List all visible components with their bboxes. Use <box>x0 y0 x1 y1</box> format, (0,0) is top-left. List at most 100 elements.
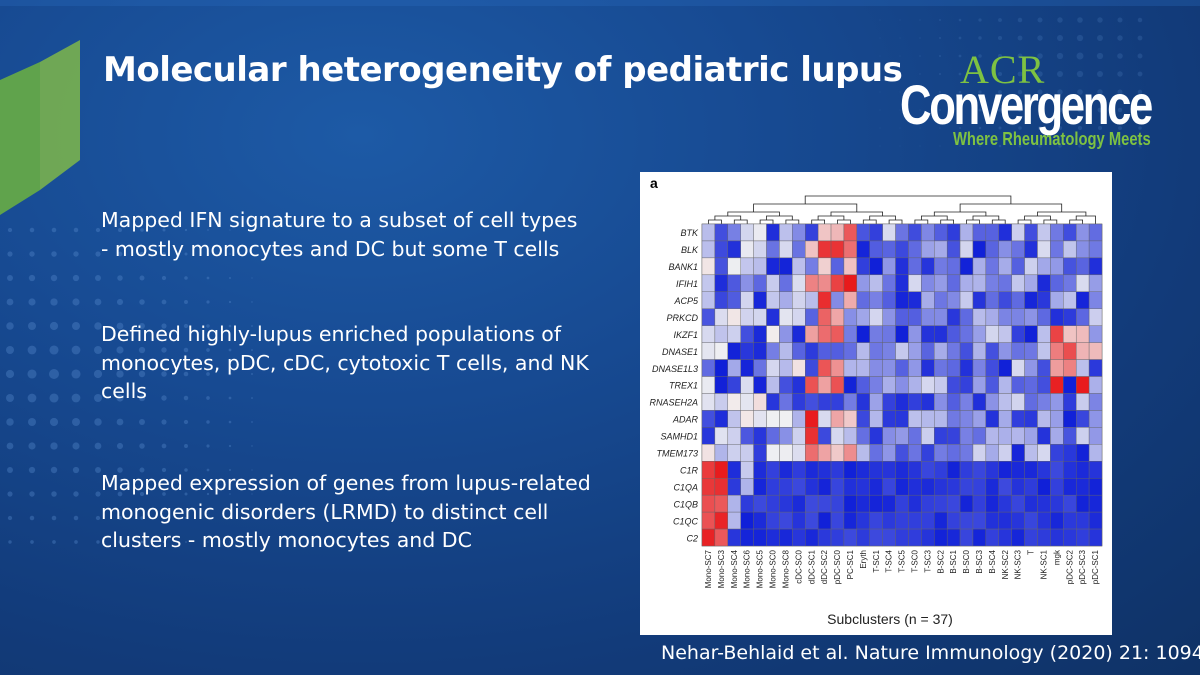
heatmap-cell <box>998 528 1012 547</box>
heatmap-cell <box>1011 461 1025 479</box>
subcluster-label: B-SC1 <box>949 549 958 573</box>
heatmap-cell <box>959 393 974 411</box>
heatmap-cell <box>856 528 870 547</box>
heatmap-cell <box>1037 478 1051 496</box>
heatmap-cell <box>817 494 832 513</box>
heatmap-cell <box>1088 274 1103 292</box>
subcluster-label: pDC-SC1 <box>1091 549 1100 584</box>
heatmap-cell <box>1011 376 1025 394</box>
heatmap-cell <box>972 274 987 292</box>
heatmap-cell <box>740 376 754 394</box>
heatmap-cell <box>882 444 896 462</box>
heatmap-cell <box>998 274 1012 292</box>
heatmap-cell <box>985 427 999 445</box>
heatmap-cell <box>1050 325 1064 343</box>
heatmap-cell <box>959 376 974 394</box>
heatmap-cell <box>882 223 896 242</box>
heatmap-cell <box>959 359 974 377</box>
acr-convergence-logo: ACR Convergence Where Rheumatology Meets <box>900 47 1153 150</box>
heatmap-cell <box>985 257 999 276</box>
heatmap-cell <box>998 511 1012 530</box>
heatmap-cell <box>921 410 935 428</box>
heatmap-cell <box>1037 359 1051 377</box>
gene-label: DNASE1L3 <box>652 364 698 374</box>
heatmap-cell <box>766 376 780 394</box>
heatmap-cell <box>714 291 729 309</box>
heatmap-cell <box>934 427 948 445</box>
heatmap-cell <box>985 274 999 292</box>
heatmap-cell <box>779 494 793 513</box>
heatmap-cell <box>1024 478 1038 496</box>
heatmap-cell <box>753 308 767 326</box>
heatmap-cell <box>1050 223 1064 242</box>
heatmap-cell <box>817 291 832 309</box>
heatmap-cell <box>1050 274 1064 292</box>
heatmap-cell <box>895 291 909 309</box>
logo-acr-text: ACR <box>960 47 1046 92</box>
heatmap-cell <box>805 461 819 479</box>
heatmap-cell <box>805 240 819 259</box>
heatmap-cell <box>856 274 870 292</box>
heatmap-cell <box>1011 291 1025 309</box>
heatmap-cell <box>856 325 870 343</box>
heatmap-cell <box>921 291 935 309</box>
heatmap-cell <box>972 461 987 479</box>
heatmap-cell <box>1024 528 1038 547</box>
heatmap-cell <box>753 376 767 394</box>
gene-label: PRKCD <box>666 313 698 323</box>
heatmap-cell <box>1037 257 1051 276</box>
heatmap-cell <box>882 240 896 259</box>
subcluster-label: Mono-SC6 <box>743 549 752 588</box>
heatmap-cell <box>998 308 1012 326</box>
subcluster-label: Mono-SC7 <box>704 549 713 588</box>
heatmap-cell <box>1063 393 1077 411</box>
heatmap-cell <box>805 444 819 462</box>
heatmap-cell <box>1050 376 1064 394</box>
heatmap-cell <box>946 444 961 462</box>
heatmap-cell <box>934 325 948 343</box>
bullet-enriched-populations: Defined highly-lupus enriched population… <box>101 322 589 403</box>
heatmap-cell <box>792 427 806 445</box>
heatmap-cell <box>882 410 896 428</box>
heatmap-cell <box>972 291 987 309</box>
heatmap-cell <box>740 461 754 479</box>
heatmap-cell <box>1063 308 1077 326</box>
heatmap-cell <box>701 342 716 360</box>
heatmap-cell <box>934 478 948 496</box>
heatmap-cell <box>830 240 845 259</box>
gene-label: ADAR <box>672 415 699 425</box>
heatmap-cell <box>1075 427 1090 445</box>
heatmap-cell <box>959 257 974 276</box>
heatmap-cell <box>779 274 793 292</box>
heatmap-cell <box>701 325 716 343</box>
subcluster-label: B-SC4 <box>988 549 997 573</box>
heatmap-cell <box>869 494 883 513</box>
heatmap-cell <box>830 444 845 462</box>
heatmap-cell <box>934 511 948 530</box>
gene-label: C1QA <box>673 482 698 492</box>
heatmap-cell <box>972 494 987 513</box>
heatmap-cell <box>959 223 974 242</box>
heatmap-cell <box>714 376 729 394</box>
heatmap-cell <box>1088 494 1103 513</box>
heatmap-cell <box>946 240 961 259</box>
heatmap-cell <box>985 325 999 343</box>
heatmap-cell <box>959 325 974 343</box>
heatmap-cell <box>934 257 948 276</box>
heatmap-cell <box>921 325 935 343</box>
heatmap-cell <box>1011 478 1025 496</box>
heatmap-cell <box>908 325 922 343</box>
heatmap-cell <box>843 393 858 411</box>
heatmap-cell <box>817 444 832 462</box>
heatmap-cell <box>1011 410 1025 428</box>
heatmap-cell <box>714 223 729 242</box>
heatmap-cell <box>727 393 741 411</box>
heatmap-cell <box>869 359 883 377</box>
heatmap-cell <box>766 528 780 547</box>
heatmap-cell <box>805 223 819 242</box>
heatmap-cell <box>1037 291 1051 309</box>
heatmap-cell <box>740 478 754 496</box>
heatmap-cell <box>843 291 858 309</box>
heatmap-cell <box>869 223 883 242</box>
heatmap-cell <box>908 444 922 462</box>
